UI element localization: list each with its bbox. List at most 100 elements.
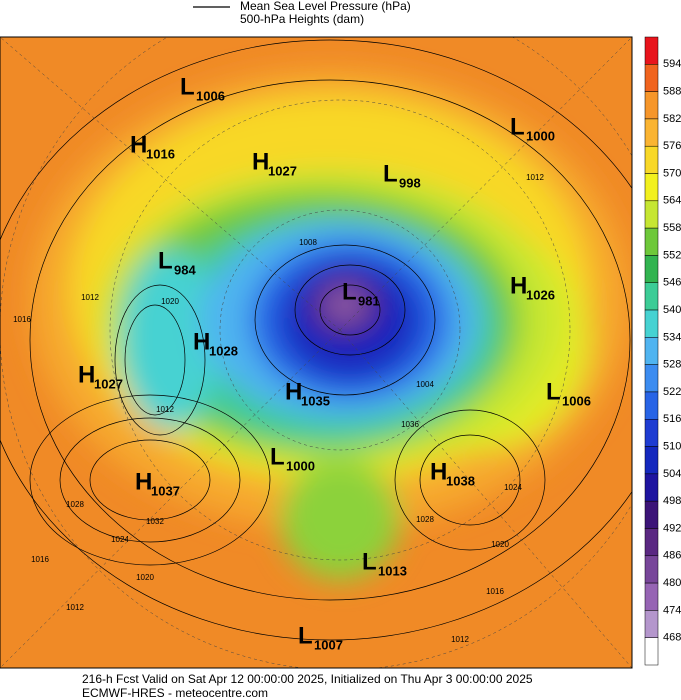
colorbar-tick-label: 564 (663, 195, 681, 207)
colorbar-cell (644, 364, 659, 393)
center-type: H (430, 458, 447, 485)
center-pressure: 1007 (314, 637, 343, 652)
center-type: L (546, 378, 561, 405)
center-pressure: 1000 (526, 128, 555, 143)
colorbar-tick-label: 522 (663, 386, 681, 398)
center-pressure: 1006 (196, 88, 225, 103)
center-type: L (510, 113, 525, 140)
center-pressure: 1028 (209, 343, 238, 358)
colorbar-tick-label: 480 (663, 577, 681, 589)
colorbar-tick-label: 492 (663, 522, 681, 534)
footer-text: 216-h Fcst Valid on Sat Apr 12 00:00:00 … (82, 672, 533, 686)
colorbar-cell (644, 255, 659, 283)
center-pressure: 1035 (301, 393, 330, 408)
colorbar-tick-label: 474 (663, 604, 681, 616)
center-type: L (342, 278, 357, 305)
colorbar-tick-label: 498 (663, 495, 681, 507)
center-pressure: 1013 (378, 563, 407, 578)
height-field (0, 37, 632, 668)
colorbar-cell (644, 419, 659, 447)
contour-label: 1020 (136, 573, 154, 582)
colorbar-cell (644, 36, 659, 65)
contour-label: 1020 (491, 540, 509, 549)
center-pressure: 1027 (268, 163, 297, 178)
contour-label: 1016 (13, 315, 31, 324)
contour-label: 1004 (416, 380, 434, 389)
center-type: H (130, 131, 147, 158)
center-type: H (285, 378, 302, 405)
center-type: L (383, 160, 398, 187)
center-type: L (270, 443, 285, 470)
contour-label: 1024 (111, 535, 129, 544)
center-type: L (158, 247, 173, 274)
colorbar-cell (644, 64, 659, 92)
colorbar-cell (644, 200, 659, 229)
graticule (0, 37, 632, 668)
center-type: H (78, 361, 95, 388)
isobars (0, 39, 632, 641)
colorbar-tick-label: 534 (663, 331, 681, 343)
colorbar-cell (644, 91, 659, 120)
colorbar-cell (644, 555, 659, 584)
contour-label: 1032 (146, 517, 164, 526)
contour-label: 1036 (401, 420, 419, 429)
center-type: L (362, 548, 377, 575)
colorbar-tick-label: 540 (663, 304, 681, 316)
colorbar-cell (644, 446, 659, 475)
legend-item: 500-hPa Heights (dam) (240, 12, 364, 26)
map-frame (0, 36, 633, 669)
contour-label: 1012 (156, 405, 174, 414)
colorbar-tick-label: 528 (663, 359, 681, 371)
colorbar-tick-label: 558 (663, 222, 681, 234)
center-pressure: 981 (358, 293, 380, 308)
colorbar-cell (644, 391, 659, 420)
colorbar-tick-label: 576 (663, 140, 681, 152)
center-type: L (298, 622, 313, 649)
center-pressure: 984 (174, 262, 196, 277)
colorbar-cell (644, 637, 659, 666)
colorbar-tick-label: 516 (663, 413, 681, 425)
center-type: H (252, 148, 269, 175)
center-pressure: 1016 (146, 146, 175, 161)
colorbar-cell (644, 528, 659, 557)
contour-label: 1012 (526, 173, 544, 182)
colorbar-tick-label: 588 (663, 86, 681, 98)
contour-label: 1028 (66, 500, 84, 509)
contour-label: 1016 (486, 587, 504, 596)
center-type: H (135, 468, 152, 495)
center-pressure: 1037 (151, 483, 180, 498)
colorbar-cell (644, 500, 659, 529)
footer-text: ECMWF-HRES - meteocentre.com (82, 686, 268, 700)
colorbar-cell (644, 582, 659, 611)
colorbar-cell (644, 118, 659, 147)
colorbar-cell (644, 227, 659, 256)
center-type: L (180, 73, 195, 100)
contour-label: 1012 (81, 293, 99, 302)
contour-label: 1012 (66, 603, 84, 612)
legend-item: Mean Sea Level Pressure (hPa) (240, 0, 411, 13)
center-pressure: 1038 (446, 473, 475, 488)
colorbar-tick-label: 504 (663, 468, 681, 480)
colorbar-cell (644, 309, 659, 338)
center-pressure: 1027 (94, 376, 123, 391)
colorbar-cell (644, 145, 659, 174)
contour-label: 1016 (31, 555, 49, 564)
colorbar-cell (644, 337, 659, 365)
contour-label: 1024 (504, 483, 522, 492)
colorbar-tick-label: 594 (663, 58, 681, 70)
contour-label: 1012 (451, 635, 469, 644)
center-pressure: 1026 (526, 287, 555, 302)
center-pressure: 1000 (286, 458, 315, 473)
colorbar-cell (644, 473, 659, 502)
contour-label: 1028 (416, 515, 434, 524)
colorbar-tick-label: 546 (663, 277, 681, 289)
center-type: H (510, 272, 527, 299)
contour-label: 1020 (161, 297, 179, 306)
center-pressure: 1006 (562, 393, 591, 408)
center-pressure: 998 (399, 175, 421, 190)
colorbar-tick-label: 486 (663, 550, 681, 562)
colorbar-cell (644, 610, 659, 638)
colorbar-tick-label: 468 (663, 632, 681, 644)
